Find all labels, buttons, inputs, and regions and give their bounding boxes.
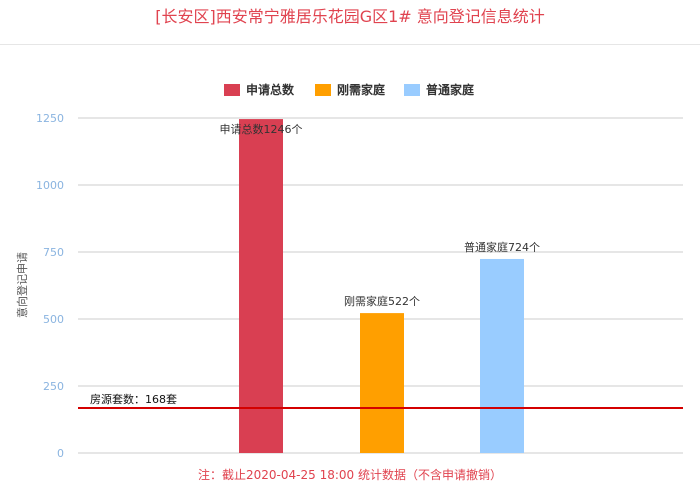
title-divider <box>0 44 700 45</box>
y-tick-label: 750 <box>43 246 64 259</box>
y-tick-label: 1250 <box>36 112 64 125</box>
y-tick-label: 1000 <box>36 179 64 192</box>
legend-label: 普通家庭 <box>426 82 474 97</box>
reference-line-label: 房源套数：168套 <box>90 392 177 406</box>
y-axis-ticks: 0 250 500 750 1000 1250 <box>36 112 64 460</box>
bar-data-label: 普通家庭724个 <box>464 240 540 254</box>
bars <box>239 119 524 454</box>
reference-line-group: 房源套数：168套 <box>78 392 683 409</box>
footnote: 注：截止2020-04-25 18:00 统计数据（不含申请撤销） <box>198 468 502 482</box>
bar <box>360 313 404 453</box>
legend: 申请总数 刚需家庭 普通家庭 <box>224 82 474 97</box>
chart-title: [长安区]西安常宁雅居乐花园G区1# 意向登记信息统计 <box>155 7 545 26</box>
y-tick-label: 0 <box>57 447 64 460</box>
bar-data-label: 申请总数1246个 <box>220 122 303 136</box>
y-axis-label: 意向登记申请 <box>15 252 29 318</box>
y-tick-label: 250 <box>43 380 64 393</box>
legend-label: 刚需家庭 <box>337 82 385 97</box>
bar-data-label: 刚需家庭522个 <box>344 294 420 308</box>
legend-swatch <box>315 84 331 96</box>
bar <box>239 119 283 454</box>
legend-swatch <box>404 84 420 96</box>
legend-swatch <box>224 84 240 96</box>
legend-label: 申请总数 <box>246 82 295 97</box>
bar <box>480 258 524 453</box>
y-tick-label: 500 <box>43 313 64 326</box>
